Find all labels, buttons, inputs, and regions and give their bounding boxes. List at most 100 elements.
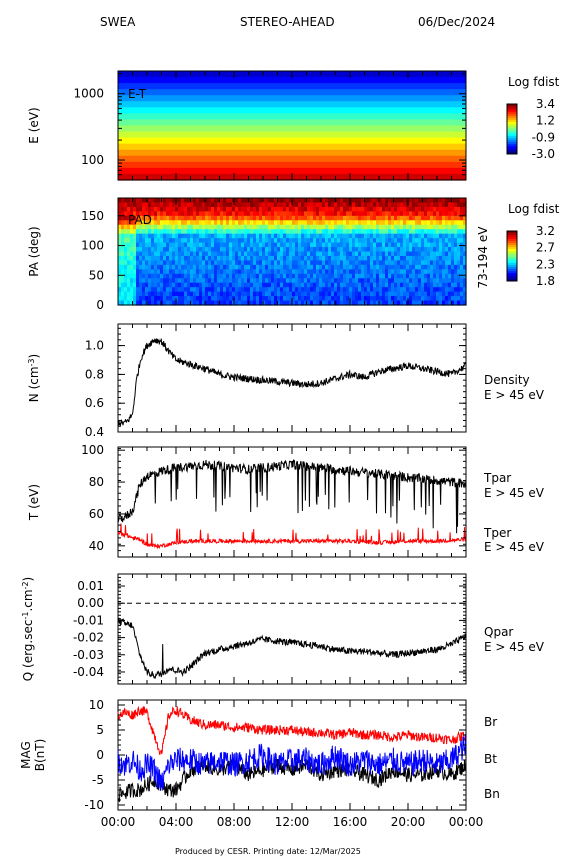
pad-cell	[232, 264, 236, 270]
pad-cell	[418, 291, 422, 297]
pad-cell	[319, 220, 323, 226]
pad-cell	[343, 238, 347, 244]
pad-cell	[133, 282, 137, 288]
pad-cell	[268, 278, 272, 284]
pad-cell	[139, 238, 143, 244]
pad-cell	[349, 224, 353, 230]
pad-cell	[430, 255, 434, 262]
pad-cell	[226, 242, 230, 248]
pad-cell	[391, 198, 395, 204]
pad-cell	[172, 291, 176, 297]
pad-cell	[370, 255, 374, 262]
pad-cell	[388, 233, 392, 239]
pad-cell	[133, 296, 137, 302]
y-tick-label: 100	[81, 443, 104, 457]
pad-cell	[274, 206, 278, 212]
pad-cell	[148, 251, 152, 257]
pad-cell	[406, 251, 410, 257]
pad-colorbar-segment	[507, 275, 517, 278]
pad-cell	[322, 242, 326, 248]
pad-cell	[385, 202, 389, 208]
pad-cell	[184, 260, 188, 266]
pad-cell	[154, 198, 158, 204]
pad-cell	[232, 206, 236, 212]
pad-cell	[355, 264, 359, 270]
pad-cell	[127, 229, 131, 235]
pad-cell	[424, 300, 428, 306]
pad-cell	[253, 238, 257, 244]
pad-cell	[157, 233, 161, 239]
pad-cell	[322, 251, 326, 257]
pad-cell	[274, 300, 278, 306]
pad-cell	[304, 291, 308, 297]
pad-cell	[439, 220, 443, 226]
pad-cell	[364, 229, 368, 235]
pad-cell	[247, 211, 251, 217]
pad-cell	[364, 278, 368, 284]
pad-cell	[385, 291, 389, 297]
pad-cell	[286, 198, 290, 204]
pad-cell	[337, 251, 341, 257]
pad-cell	[136, 278, 140, 284]
pad-cell	[142, 242, 146, 248]
pad-cell	[229, 296, 233, 302]
pad-cell	[229, 202, 233, 208]
pad-cell	[382, 255, 386, 262]
pad-cell	[127, 287, 131, 293]
pad-cell	[367, 220, 371, 226]
pad-cell	[118, 260, 122, 266]
pad-cell	[289, 273, 293, 279]
pad-cell	[133, 273, 137, 279]
pad-cell	[313, 251, 317, 257]
pad-cell	[253, 198, 257, 204]
pad-cell	[391, 211, 395, 217]
pad-cell	[355, 300, 359, 306]
pad-cell	[376, 238, 380, 244]
pad-cell	[148, 242, 152, 248]
pad-cell	[232, 233, 236, 239]
pad-cell	[382, 202, 386, 208]
pad-cell	[181, 215, 185, 221]
pad-cell	[436, 300, 440, 306]
pad-cell	[244, 220, 248, 226]
pad-cell	[202, 242, 206, 248]
pad-cell	[214, 264, 218, 270]
pad-cell	[361, 220, 365, 226]
pad-cell	[208, 260, 212, 266]
pad-cell	[319, 229, 323, 235]
pad-cell	[394, 229, 398, 235]
pad-cell	[268, 198, 272, 204]
pad-cell	[328, 242, 332, 248]
pad-cell	[295, 242, 299, 248]
pad-cell	[181, 300, 185, 306]
pad-cell	[280, 282, 284, 288]
pad-cell	[154, 300, 158, 306]
pad-cell	[259, 278, 263, 284]
pad-cell	[157, 247, 161, 253]
pad-cell	[172, 287, 176, 293]
bt-legend-name: Bt	[484, 752, 497, 766]
pad-cell	[220, 224, 224, 230]
pad-cell	[442, 287, 446, 293]
pad-cell	[322, 264, 326, 270]
pad-cell	[259, 291, 263, 297]
pad-cell	[244, 273, 248, 279]
pad-cell	[271, 229, 275, 235]
pad-cell	[220, 215, 224, 221]
pad-cell	[289, 282, 293, 288]
pad-cell	[208, 251, 212, 257]
pad-cell	[412, 300, 416, 306]
pad-cell	[412, 211, 416, 217]
pad-cell	[316, 278, 320, 284]
pad-cell	[301, 273, 305, 279]
pad-cell	[382, 198, 386, 204]
pad-cell	[214, 206, 218, 212]
pad-cell	[196, 202, 200, 208]
pad-cell	[139, 278, 143, 284]
pad-cell	[262, 264, 266, 270]
density-series-density	[117, 337, 467, 426]
pad-cell	[124, 287, 128, 293]
pad-cell	[202, 211, 206, 217]
pad-cell	[406, 233, 410, 239]
pad-cell	[415, 220, 419, 226]
